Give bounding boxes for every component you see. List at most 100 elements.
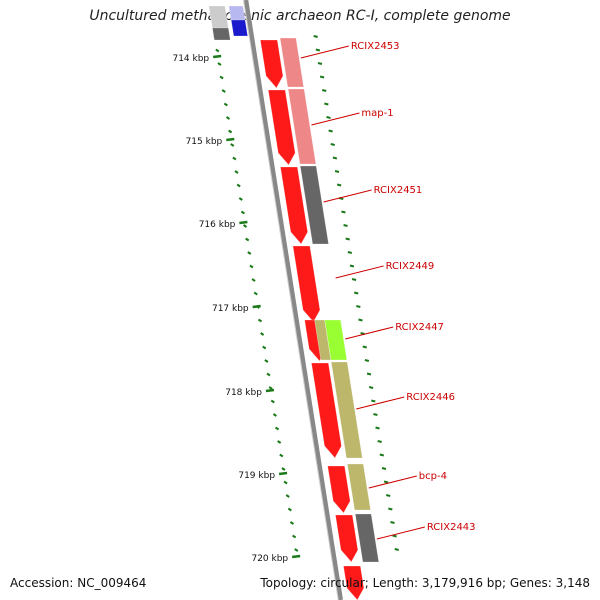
minor-tick-right	[343, 224, 348, 227]
cds-arrow	[343, 565, 365, 600]
minor-tick-left	[221, 89, 226, 93]
gene-leader-line	[368, 475, 417, 489]
gene-label: RCIX2446	[406, 392, 455, 403]
gene-leader-line	[335, 265, 384, 279]
minor-tick-left	[251, 278, 256, 282]
gene-bar	[287, 88, 317, 165]
gene-bar-khaki	[314, 319, 332, 361]
tick-layer: 714 kbp 715 kbp 716 kbp 717 kbp 718 kbp 719 k…	[172, 35, 399, 564]
tick-label: 715 kbp	[186, 137, 223, 147]
minor-tick-right	[366, 372, 372, 376]
minor-tick-right	[334, 170, 340, 173]
minor-tick-right	[326, 116, 331, 119]
minor-tick-left	[292, 534, 297, 539]
major-tick	[278, 471, 288, 476]
minor-tick-left	[232, 156, 237, 161]
genome-summary-text: Topology: circular; Length: 3,179,916 bp…	[260, 576, 590, 590]
minor-tick-left	[262, 345, 267, 350]
minor-tick-right	[379, 453, 385, 457]
minor-tick-left	[257, 318, 263, 323]
minor-tick-right	[364, 359, 370, 362]
major-tick	[213, 54, 222, 59]
cds-arrow	[292, 245, 321, 323]
tick-label: 720 kbp	[251, 554, 288, 564]
gene-leader-line	[300, 45, 349, 59]
minor-tick-left	[242, 224, 248, 228]
backbone-line	[243, 0, 344, 600]
minor-tick-right	[328, 129, 333, 133]
cds-arrow	[327, 465, 351, 514]
cds-arrow	[280, 166, 309, 245]
major-tick	[265, 388, 275, 393]
minor-tick-right	[330, 143, 335, 146]
gene-bar	[330, 361, 363, 459]
gene-leader-line	[323, 189, 372, 203]
minor-tick-left	[247, 251, 252, 255]
upstream-gene-blue-tip	[228, 5, 246, 21]
minor-tick-right	[315, 48, 321, 52]
minor-tick-left	[228, 129, 233, 134]
major-tick	[252, 304, 261, 309]
gene-label: bcp-4	[419, 471, 447, 482]
major-tick	[226, 137, 235, 142]
minor-tick-right	[392, 534, 397, 538]
minor-tick-left	[287, 507, 292, 512]
minor-tick-right	[383, 480, 389, 484]
cds-arrow	[259, 39, 284, 89]
backbone-layer	[243, 0, 344, 600]
minor-tick-left	[285, 494, 290, 498]
minor-tick-left	[217, 62, 222, 66]
minor-tick-right	[358, 318, 363, 322]
minor-tick-left	[225, 116, 231, 120]
minor-tick-left	[245, 237, 250, 242]
gene-leader-line	[356, 396, 405, 410]
minor-tick-right	[373, 413, 378, 416]
minor-tick-left	[272, 413, 277, 417]
minor-tick-left	[274, 426, 280, 431]
major-tick	[292, 554, 301, 559]
tick-label: 716 kbp	[199, 220, 236, 230]
minor-tick-right	[351, 278, 357, 281]
minor-tick-right	[388, 507, 393, 511]
minor-tick-right	[336, 183, 342, 187]
gene-bar	[299, 165, 329, 245]
minor-tick-left	[268, 386, 273, 390]
minor-tick-right	[347, 251, 353, 254]
gene-bar	[354, 513, 380, 563]
gene-layer	[208, 5, 380, 563]
gene-bar	[279, 37, 305, 88]
minor-tick-left	[234, 170, 239, 174]
minor-tick-left	[249, 264, 254, 269]
backbone-highlight	[243, 0, 339, 600]
gene-leader-line	[345, 326, 394, 340]
minor-tick-right	[341, 210, 346, 214]
map-title: Uncultured methanogenic archaeon RC-I, c…	[89, 8, 511, 24]
minor-tick-left	[260, 332, 265, 336]
minor-tick-left	[266, 372, 271, 377]
minor-tick-left	[253, 291, 258, 296]
minor-tick-right	[349, 264, 355, 268]
minor-tick-right	[353, 291, 359, 295]
upstream-gene-gray-tip	[212, 27, 231, 41]
minor-tick-right	[317, 62, 323, 65]
gene-label: RCIX2447	[395, 322, 444, 333]
minor-tick-right	[394, 548, 399, 551]
gene-leader-line	[311, 112, 360, 126]
minor-tick-right	[385, 494, 391, 497]
minor-tick-left	[279, 453, 284, 458]
minor-tick-right	[375, 426, 380, 430]
minor-tick-left	[281, 467, 286, 471]
gene-label: RCIX2451	[374, 185, 423, 196]
minor-tick-left	[294, 548, 299, 552]
minor-tick-right	[345, 237, 350, 241]
minor-tick-left	[283, 480, 288, 485]
minor-tick-right	[319, 75, 325, 79]
minor-tick-right	[377, 440, 382, 443]
tick-label: 719 kbp	[238, 471, 275, 481]
minor-tick-left	[236, 183, 241, 188]
minor-tick-left	[230, 143, 235, 147]
minor-tick-right	[362, 345, 367, 349]
cds-arrow	[335, 514, 359, 563]
cds-arrow	[311, 362, 342, 459]
